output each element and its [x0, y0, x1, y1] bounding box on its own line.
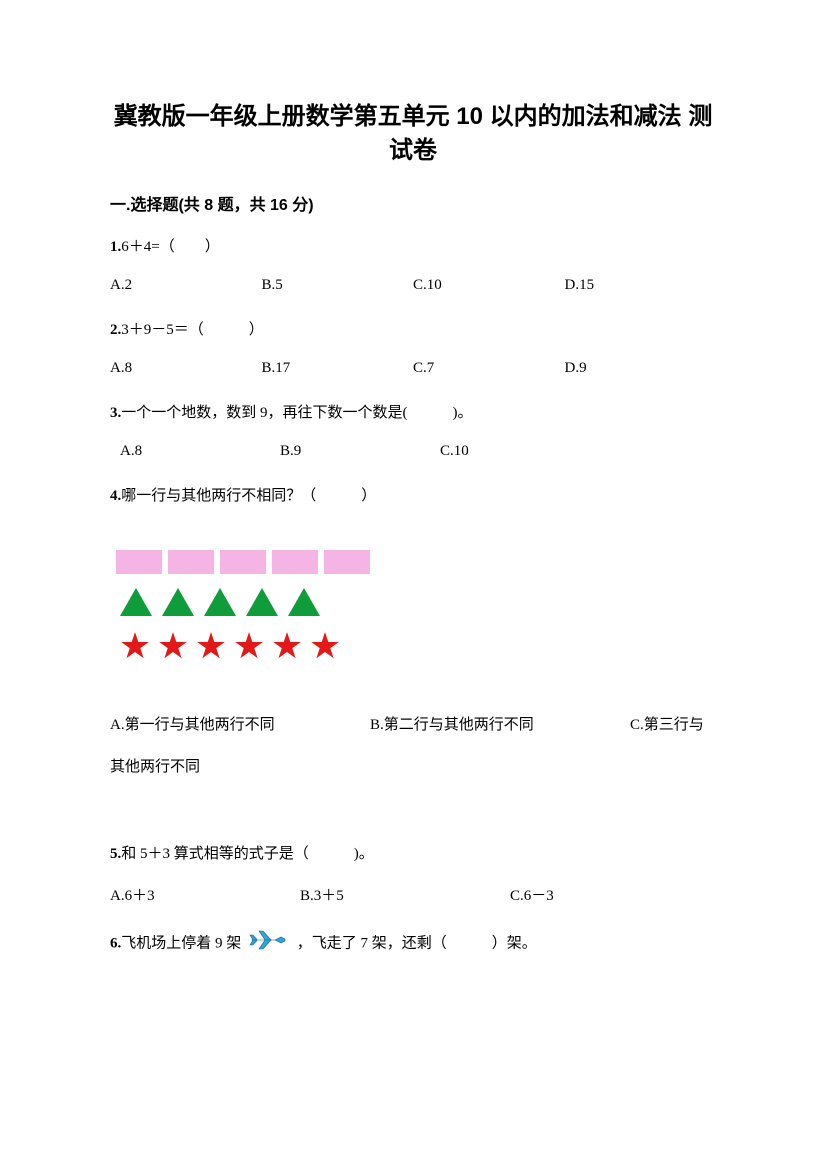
rectangle-icon	[220, 550, 266, 574]
star-icon: ★	[116, 628, 154, 664]
star-icon: ★	[192, 628, 230, 664]
q6-num: 6.	[110, 936, 121, 952]
rectangle-icon	[116, 550, 162, 574]
q2-num: 2.	[110, 322, 121, 338]
question-5: 5.和 5＋3 算式相等的式子是（ )。	[110, 842, 716, 866]
q5-text: 和 5＋3 算式相等的式子是（ )。	[121, 846, 374, 862]
q3-text: 一个一个地数，数到 9，再往下数一个数是( )。	[121, 405, 472, 421]
q2-opt-b: B.17	[262, 360, 414, 377]
triangle-icon	[200, 588, 240, 621]
q1-opt-b: B.5	[262, 277, 414, 294]
q1-options: A.2 B.5 C.10 D.15	[110, 277, 716, 294]
star-icon: ★	[230, 628, 268, 664]
q4-text: 哪一行与其他两行不相同？（ ）	[121, 488, 376, 504]
triangle-icon	[284, 588, 324, 621]
q1-num: 1.	[110, 239, 121, 255]
q2-opt-a: A.8	[110, 360, 262, 377]
triangle-row	[116, 586, 716, 622]
question-4: 4.哪一行与其他两行不相同？（ ）	[110, 484, 716, 508]
triangle-icon	[116, 588, 156, 621]
q1-opt-d: D.15	[565, 277, 717, 294]
star-icon: ★	[306, 628, 344, 664]
q3-num: 3.	[110, 405, 121, 421]
star-icon: ★	[154, 628, 192, 664]
triangle-icon	[242, 588, 282, 621]
q6-text-a: 飞机场上停着 9 架	[121, 936, 241, 952]
q3-opt-b: B.9	[280, 443, 440, 460]
q4-options: A.第一行与其他两行不同B.第二行与其他两行不同C.第三行与其他两行不同	[110, 704, 716, 788]
page-title: 冀教版一年级上册数学第五单元 10 以内的加法和减法 测试卷	[110, 100, 716, 167]
q4-opt-a: A.第一行与其他两行不同	[110, 704, 370, 746]
q5-opt-c: C.6－3	[510, 884, 554, 905]
star-icon: ★	[268, 628, 306, 664]
rectangle-icon	[272, 550, 318, 574]
q1-text: 6＋4=（ ）	[121, 239, 219, 255]
question-3: 3.一个一个地数，数到 9，再往下数一个数是( )。	[110, 401, 716, 425]
question-1: 1.6＋4=（ ）	[110, 235, 716, 259]
rect-row	[116, 544, 716, 580]
rectangle-icon	[324, 550, 370, 574]
q5-opt-b: B.3＋5	[300, 884, 510, 905]
star-row: ★★★★★★	[116, 628, 716, 664]
section-header: 一.选择题(共 8 题，共 16 分)	[110, 191, 716, 215]
q5-opt-a: A.6＋3	[110, 884, 300, 905]
q2-text: 3＋9－5＝（ ）	[121, 322, 264, 338]
rectangle-icon	[168, 550, 214, 574]
q4-num: 4.	[110, 488, 121, 504]
airplane-icon	[249, 929, 289, 959]
question-2: 2.3＋9－5＝（ ）	[110, 318, 716, 342]
q4-opt-b: B.第二行与其他两行不同	[370, 704, 630, 746]
q3-options: A.8 B.9 C.10	[110, 443, 716, 460]
q2-opt-d: D.9	[565, 360, 717, 377]
q1-opt-c: C.10	[413, 277, 565, 294]
q2-opt-c: C.7	[413, 360, 565, 377]
q5-options: A.6＋3 B.3＋5 C.6－3	[110, 884, 716, 905]
q2-options: A.8 B.17 C.7 D.9	[110, 360, 716, 377]
question-6: 6.飞机场上停着 9 架 ，飞走了 7 架，还剩（ ）架。	[110, 929, 716, 959]
shapes-figure: ★★★★★★	[116, 544, 716, 664]
q5-num: 5.	[110, 846, 121, 862]
q1-opt-a: A.2	[110, 277, 262, 294]
q3-opt-a: A.8	[120, 443, 280, 460]
triangle-icon	[158, 588, 198, 621]
q3-opt-c: C.10	[440, 443, 469, 460]
q6-text-b: ，飞走了 7 架，还剩（ ）架。	[297, 936, 537, 952]
